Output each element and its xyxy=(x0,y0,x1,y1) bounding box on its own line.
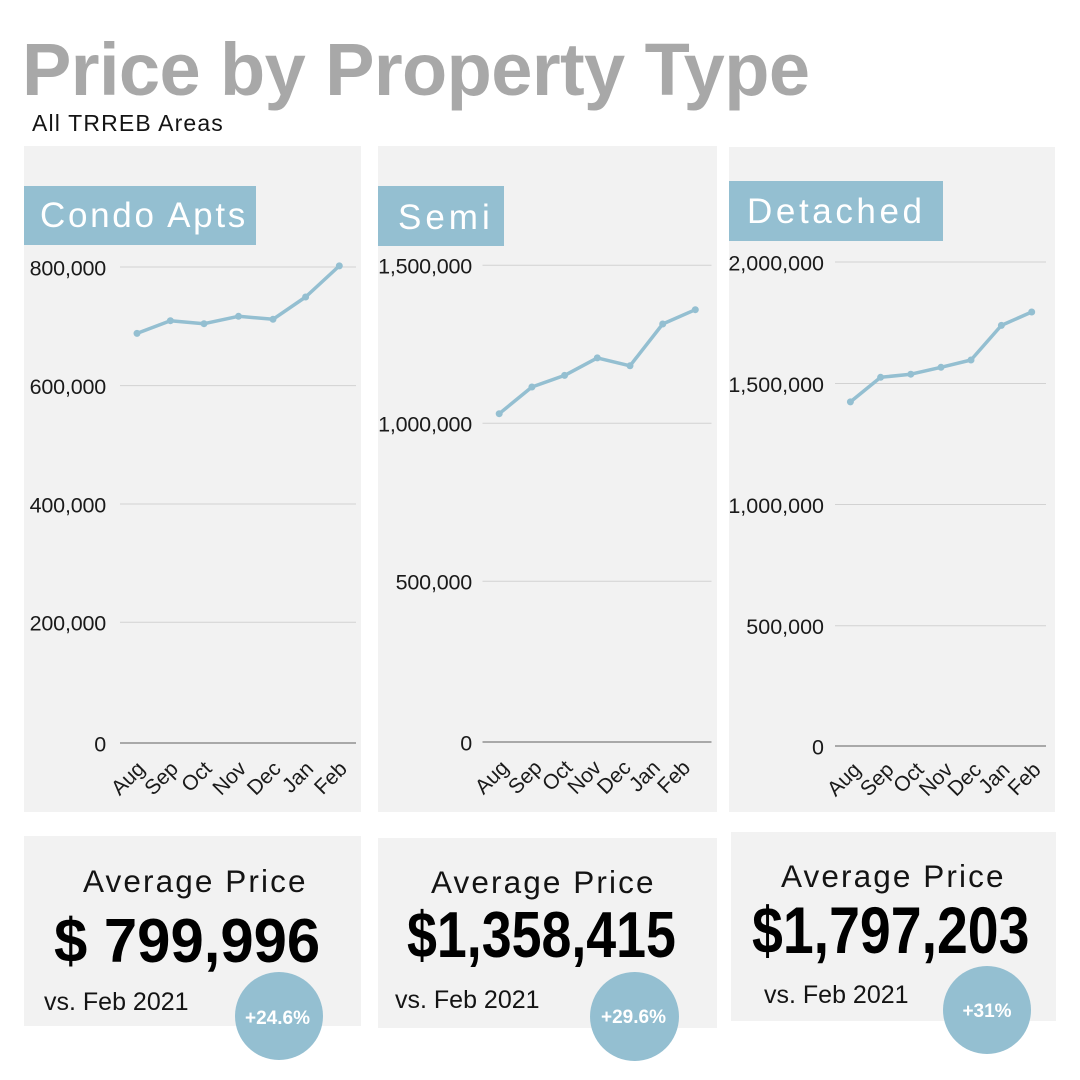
svg-text:1,000,000: 1,000,000 xyxy=(728,494,824,518)
svg-text:500,000: 500,000 xyxy=(746,615,824,639)
svg-text:800,000: 800,000 xyxy=(30,256,107,280)
svg-text:0: 0 xyxy=(812,735,824,759)
svg-text:Feb: Feb xyxy=(1004,758,1046,800)
svg-text:1,000,000: 1,000,000 xyxy=(378,413,472,437)
svg-text:0: 0 xyxy=(94,732,106,756)
svg-text:0: 0 xyxy=(460,731,472,755)
svg-text:200,000: 200,000 xyxy=(30,612,107,636)
svg-text:Feb: Feb xyxy=(310,757,352,799)
svg-text:Dec: Dec xyxy=(243,757,286,800)
svg-text:1,500,000: 1,500,000 xyxy=(728,373,824,397)
svg-text:Oct: Oct xyxy=(177,757,216,796)
svg-text:Feb: Feb xyxy=(653,756,695,798)
svg-text:500,000: 500,000 xyxy=(396,571,473,595)
svg-text:Jan: Jan xyxy=(278,757,318,797)
svg-text:400,000: 400,000 xyxy=(30,493,107,517)
svg-text:Aug: Aug xyxy=(823,758,866,801)
svg-text:Aug: Aug xyxy=(107,757,150,800)
svg-text:Aug: Aug xyxy=(471,756,514,799)
svg-text:2,000,000: 2,000,000 xyxy=(728,251,824,275)
svg-text:1,500,000: 1,500,000 xyxy=(378,255,472,279)
svg-text:Nov: Nov xyxy=(208,757,251,800)
svg-text:600,000: 600,000 xyxy=(30,375,107,399)
svg-text:Sep: Sep xyxy=(140,757,183,800)
